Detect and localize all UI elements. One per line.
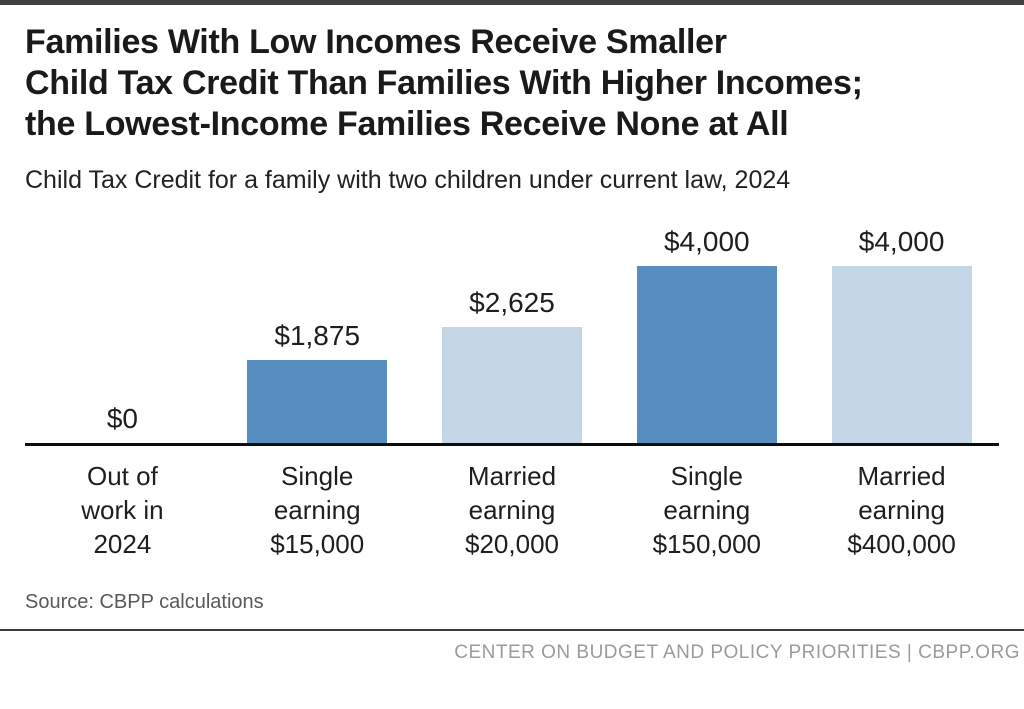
chart-header: Families With Low Incomes Receive Smalle… (0, 5, 1024, 196)
bar-single-15000 (247, 360, 388, 443)
top-accent-bar (0, 0, 1024, 5)
chart-column: $1,875 (220, 319, 415, 443)
bar-value-label: $1,875 (274, 320, 361, 351)
page-title: Families With Low Incomes Receive Smalle… (25, 23, 863, 143)
bar-value-label: $4,000 (663, 226, 750, 257)
category-label: Single earning $150,000 (652, 461, 762, 559)
bar-value-label: $2,625 (469, 287, 555, 318)
bar-married-400000 (831, 266, 972, 443)
bar-value-label: $0 (106, 403, 138, 434)
bar-married-20000 (441, 327, 582, 443)
bar-single-150000 (636, 266, 777, 443)
chart-column: $4,000 (609, 225, 804, 443)
category-label: Single earning $15,000 (270, 461, 365, 559)
source-note: Source: CBPP calculations (25, 591, 264, 613)
bar-value-label: $4,000 (858, 226, 945, 257)
footer-divider (0, 629, 1024, 631)
category-label: Out of work in 2024 (81, 461, 164, 559)
chart-column: $0 (25, 402, 220, 443)
category-label: Married earning $20,000 (465, 461, 559, 559)
x-axis-line (25, 443, 999, 446)
x-axis-labels: Out of work in 2024 Single earning $15,0… (0, 459, 1024, 561)
plot-area: $0 $1,875 $2,625 $4,000 $4,000 (0, 196, 1024, 443)
chart-subtitle: Child Tax Credit for a family with two c… (25, 166, 791, 194)
chart-column: $4,000 (804, 225, 999, 443)
footer-org-text: CENTER ON BUDGET AND POLICY PRIORITIES |… (454, 642, 1020, 663)
category-label: Married earning $400,000 (847, 461, 956, 559)
chart-column: $2,625 (415, 286, 610, 443)
bar-chart: $0 $1,875 $2,625 $4,000 $4,000 Out of wo… (0, 196, 1024, 561)
